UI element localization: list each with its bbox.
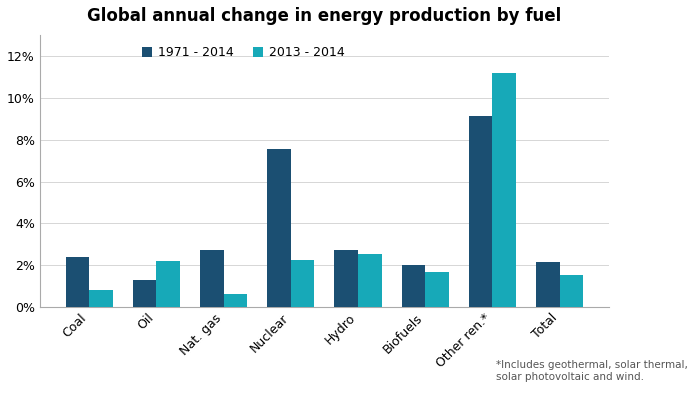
- Bar: [358, 254, 382, 307]
- Bar: [493, 72, 516, 307]
- Bar: [560, 275, 583, 307]
- Bar: [402, 266, 425, 307]
- Title: Global annual change in energy production by fuel: Global annual change in energy productio…: [88, 7, 561, 25]
- Bar: [469, 115, 493, 307]
- Bar: [267, 149, 290, 307]
- Bar: [200, 250, 223, 307]
- Bar: [89, 290, 113, 307]
- Bar: [425, 272, 449, 307]
- Bar: [335, 250, 358, 307]
- Text: *Includes geothermal, solar thermal,
solar photovoltaic and wind.: *Includes geothermal, solar thermal, sol…: [496, 360, 687, 382]
- Bar: [290, 260, 314, 307]
- Bar: [66, 257, 89, 307]
- Bar: [133, 280, 156, 307]
- Bar: [536, 262, 560, 307]
- Legend: 1971 - 2014, 2013 - 2014: 1971 - 2014, 2013 - 2014: [137, 41, 350, 64]
- Bar: [156, 261, 180, 307]
- Bar: [223, 294, 247, 307]
